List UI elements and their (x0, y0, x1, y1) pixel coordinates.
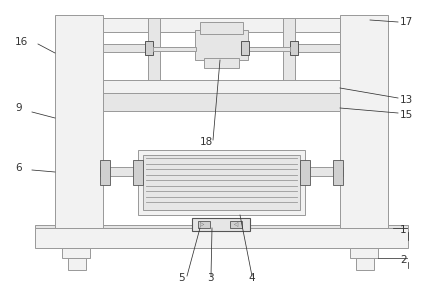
Text: ▷: ▷ (200, 223, 204, 227)
Bar (195, 30, 248, 60)
Text: 2: 2 (400, 255, 407, 265)
Bar (68, 258, 86, 270)
Text: ◁: ◁ (233, 223, 237, 227)
Bar (62, 248, 90, 258)
Text: 13: 13 (400, 95, 413, 105)
Bar (35, 225, 408, 228)
Bar (103, 80, 340, 95)
Bar (333, 160, 343, 185)
Bar (283, 18, 295, 83)
Bar (55, 15, 103, 228)
Bar (200, 22, 243, 34)
Bar (241, 41, 249, 55)
Bar (192, 218, 250, 231)
Bar (356, 258, 374, 270)
Text: 5: 5 (178, 273, 185, 283)
Bar (290, 41, 298, 55)
Text: 1: 1 (400, 225, 407, 235)
Bar (35, 228, 408, 248)
Bar (143, 155, 300, 210)
Bar (300, 160, 310, 185)
Text: 3: 3 (207, 273, 214, 283)
Bar (305, 167, 343, 176)
Bar (145, 41, 153, 55)
Bar (292, 44, 340, 52)
Text: 9: 9 (15, 103, 22, 113)
Bar (103, 93, 340, 111)
Bar (100, 167, 138, 176)
Text: 6: 6 (15, 163, 22, 173)
Text: 4: 4 (248, 273, 255, 283)
Bar (340, 15, 388, 228)
Text: 18: 18 (200, 137, 213, 147)
Bar (133, 160, 143, 185)
Bar (247, 47, 290, 51)
Bar (100, 160, 110, 185)
Bar (198, 221, 210, 228)
Bar (153, 47, 196, 51)
Bar (204, 58, 239, 68)
Bar (103, 18, 340, 32)
Text: 15: 15 (400, 110, 413, 120)
Bar (230, 221, 242, 228)
Bar (148, 18, 160, 83)
Text: 16: 16 (15, 37, 28, 47)
Text: 17: 17 (400, 17, 413, 27)
Bar (103, 44, 151, 52)
Bar (350, 248, 378, 258)
Bar (138, 150, 305, 215)
